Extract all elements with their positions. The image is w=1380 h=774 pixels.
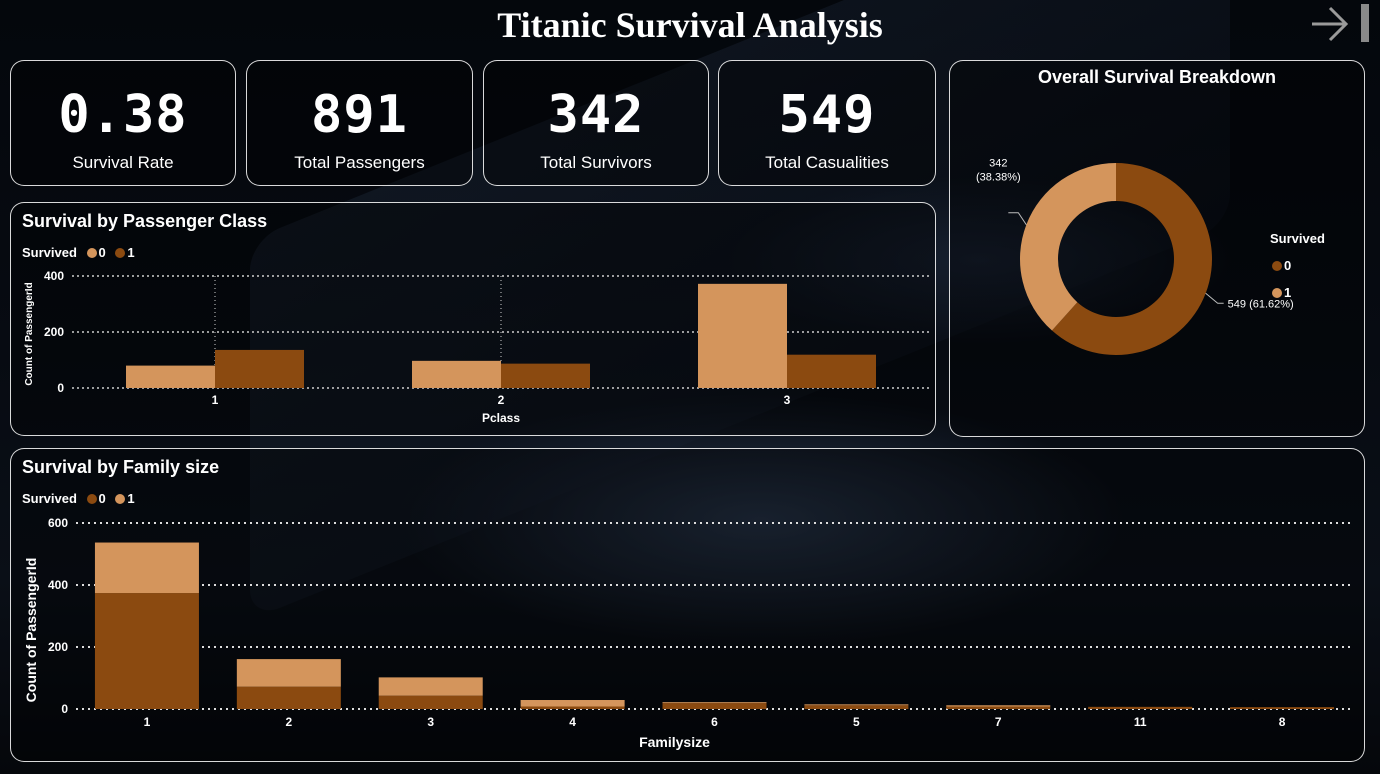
chart-legend: Survived 0 1 — [22, 245, 135, 260]
kpi-card-total-survivors: 342 Total Survivors — [483, 60, 709, 186]
bar-survived-0 — [126, 365, 215, 388]
kpi-value: 342 — [547, 85, 645, 145]
bar-segment-survived-0 — [804, 705, 909, 709]
legend-label: 0 — [98, 491, 106, 506]
kpi-label: Total Casualities — [765, 153, 889, 172]
y-axis-title: Count of PassengerId — [24, 282, 35, 385]
legend-title: Survived — [22, 245, 77, 260]
scroll-handle[interactable] — [1361, 4, 1369, 42]
donut-legend: Survived 0 1 — [1270, 225, 1325, 306]
bar-segment-survived-1 — [94, 542, 199, 594]
donut-slice-survived-1 — [1020, 163, 1116, 331]
x-tick-label: 4 — [569, 715, 576, 729]
bar-segment-survived-0 — [946, 706, 1051, 709]
survival-donut-chart: 549 (61.62%) 342 (38.38%) — [976, 158, 1294, 355]
bar-segment-survived-0 — [1230, 707, 1335, 709]
family-bar-chart: 0 200 400 600 1 2 3 4 6 5 7 11 8 Familysize Count of P… — [23, 516, 1353, 750]
kpi-card-survival-rate: 0.38 Survival Rate — [10, 60, 236, 186]
legend-swatch-1 — [115, 494, 126, 504]
x-tick-label: 11 — [1134, 715, 1147, 729]
kpi-value: 549 — [778, 85, 876, 145]
bar-segment-survived-0 — [236, 686, 341, 709]
bar-survived-0 — [412, 360, 501, 388]
donut-chart-card: Overall Survival Breakdown 549 (61.62%) 3… — [949, 60, 1365, 437]
kpi-label: Survival Rate — [72, 153, 174, 172]
x-tick-label: 1 — [144, 715, 151, 729]
data-label-leader — [1205, 292, 1224, 304]
chart-legend: Survived 0 1 — [22, 491, 135, 506]
y-tick-label: 0 — [61, 702, 68, 716]
legend-swatch-0 — [86, 494, 97, 504]
x-tick-label: 2 — [285, 715, 292, 729]
legend-label: 1 — [127, 491, 135, 506]
x-tick-label: 3 — [427, 715, 434, 729]
kpi-card-total-passengers: 891 Total Passengers — [246, 60, 473, 186]
legend-swatch-0 — [115, 248, 126, 258]
legend-swatch-1 — [86, 248, 97, 258]
x-tick-label: 2 — [498, 393, 505, 407]
y-tick-label: 200 — [44, 325, 64, 339]
legend-label: 1 — [1284, 285, 1292, 300]
page-title: Titanic Survival Analysis — [497, 5, 883, 45]
arrow-right-icon[interactable] — [1308, 4, 1352, 44]
kpi-label: Total Survivors — [540, 153, 652, 172]
x-tick-label: 3 — [784, 393, 791, 407]
bar-segment-survived-0 — [1088, 706, 1193, 709]
x-axis-title: Pclass — [482, 411, 520, 425]
bar-segment-survived-1 — [946, 705, 1051, 707]
kpi-card-total-casualities: 549 Total Casualities — [718, 60, 936, 186]
donut-slice-survived-0 — [1051, 163, 1212, 355]
legend-title: Survived — [1270, 231, 1325, 246]
class-bar-chart: 0 200 400 1 2 3 Pclass Count of PassengerId — [24, 269, 930, 425]
legend-label: 1 — [127, 245, 135, 260]
x-axis-title: Familysize — [639, 734, 710, 750]
y-tick-label: 200 — [48, 640, 68, 654]
bar-segment-survived-1 — [520, 700, 625, 707]
bar-segment-survived-0 — [378, 695, 483, 709]
chart-title: Survival by Passenger Class — [22, 211, 268, 231]
kpi-value: 0.38 — [58, 85, 188, 145]
bar-survived-1 — [501, 363, 590, 388]
x-tick-label: 8 — [1279, 715, 1286, 729]
bar-segment-survived-0 — [94, 593, 199, 709]
data-label-leader — [1008, 212, 1027, 226]
bar-segment-survived-1 — [378, 677, 483, 696]
data-label: 549 (61.62%) — [1228, 298, 1294, 310]
legend-label: 0 — [98, 245, 106, 260]
bar-segment-survived-1 — [236, 659, 341, 687]
y-axis-title: Count of PassengerId — [23, 558, 39, 703]
x-tick-label: 1 — [212, 393, 219, 407]
bar-survived-0 — [698, 283, 787, 388]
x-tick-label: 5 — [853, 715, 860, 729]
x-tick-label: 6 — [711, 715, 718, 729]
bar-survived-1 — [787, 354, 876, 388]
bar-segment-survived-0 — [520, 706, 625, 709]
bar-segment-survived-1 — [804, 704, 909, 706]
class-chart-card: Survival by Passenger Class Survived 0 1… — [10, 202, 936, 436]
y-tick-label: 400 — [44, 269, 64, 283]
data-label: 342 — [989, 158, 1007, 170]
y-tick-label: 0 — [57, 381, 64, 395]
bar-segment-survived-0 — [662, 703, 767, 709]
y-tick-label: 600 — [48, 516, 68, 530]
bar-segment-survived-1 — [662, 702, 767, 704]
kpi-value: 891 — [311, 85, 408, 145]
legend-swatch-0 — [1272, 261, 1282, 271]
kpi-label: Total Passengers — [294, 153, 425, 172]
bar-survived-1 — [215, 349, 304, 388]
family-chart-card: Survival by Family size Survived 0 1 0 20… — [10, 448, 1365, 762]
chart-title: Survival by Family size — [22, 457, 220, 477]
legend-swatch-1 — [1272, 288, 1282, 298]
x-tick-label: 7 — [995, 715, 1002, 729]
y-tick-label: 400 — [48, 578, 68, 592]
legend-label: 0 — [1284, 258, 1292, 273]
data-label: (38.38%) — [976, 172, 1021, 184]
legend-title: Survived — [22, 491, 77, 506]
chart-title: Overall Survival Breakdown — [1037, 67, 1277, 87]
